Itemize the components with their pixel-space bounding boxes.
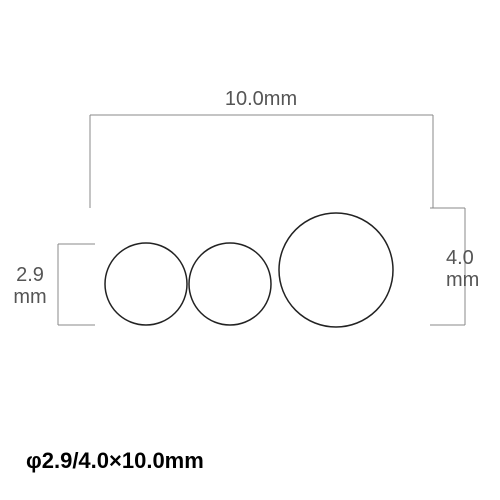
diagram-circle-2 [189, 243, 271, 325]
dim-left-label-1: 2.9 [16, 264, 44, 286]
dim-top-label: 10.0mm [225, 88, 297, 110]
dim-right-label-2: mm [446, 269, 479, 291]
dim-right-label-1: 4.0 [446, 247, 474, 269]
caption: φ2.9/4.0×10.0mm [26, 448, 204, 473]
dim-left-label-2: mm [13, 286, 46, 308]
diagram-circle-3 [279, 213, 393, 327]
diagram-circle-1 [105, 243, 187, 325]
